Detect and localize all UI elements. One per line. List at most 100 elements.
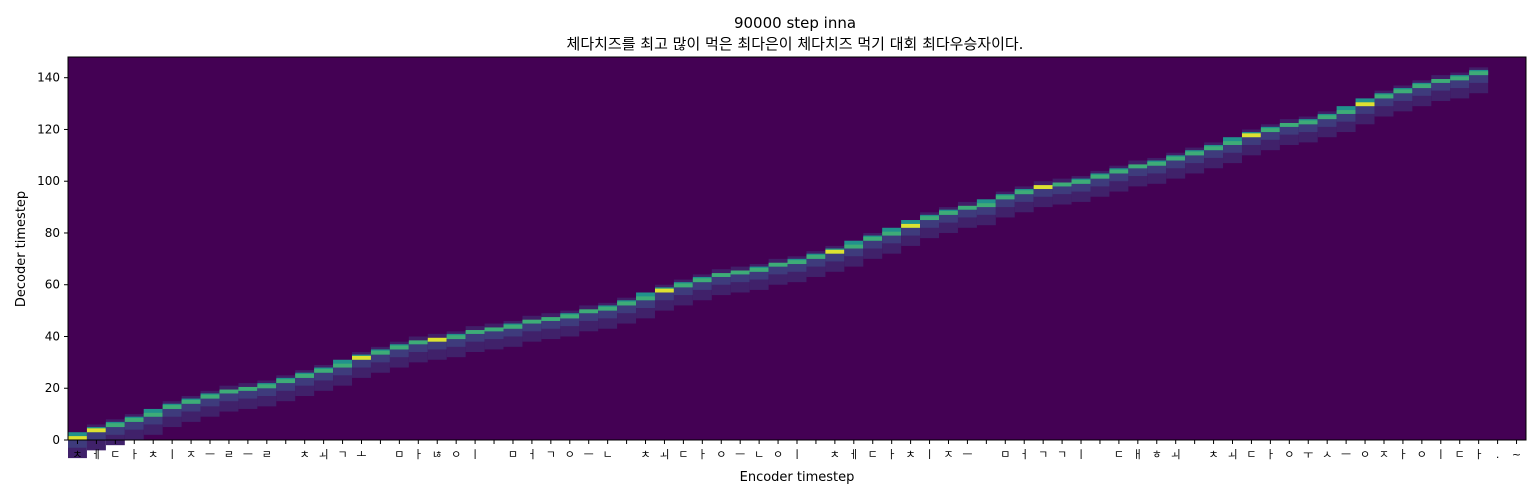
attention-spread-cell [219,393,239,402]
attention-spread-cell [1185,155,1205,164]
attention-peak-cell [200,394,220,399]
y-tick-label: 120 [37,122,60,136]
attention-peak-cell [882,231,902,236]
y-tick-label: 40 [45,329,60,343]
attention-peak-cell [389,345,409,350]
attention-spread-cell [333,367,353,376]
attention-peak-cell [333,363,353,368]
attention-peak-cell [939,210,958,215]
x-tick-label: ㅡ [205,448,215,461]
attention-peak-cell [1223,141,1242,145]
attention-spread-cell [522,323,542,332]
x-tick-label: ㄶ [432,448,442,461]
attention-spread-cell [1279,119,1299,125]
attention-peak-cell [1033,185,1053,189]
x-tick-label: ㅈ [943,448,953,461]
attention-peak-cell [522,319,542,324]
attention-spread-cell [1128,168,1148,177]
attention-spread-cell [484,323,504,329]
attention-spread-cell [1431,75,1451,81]
attention-spread-cell [465,333,485,342]
attention-spread-cell [882,235,902,244]
x-tick-label: ㄴ [603,448,613,461]
attention-spread-cell [995,199,1015,208]
x-tick-label: ㅇ [1417,448,1427,461]
attention-spread-cell [86,432,106,440]
attention-peak-cell [1166,156,1186,161]
attention-peak-cell [1469,71,1489,76]
attention-peak-cell [730,270,750,275]
x-tick-label: ㅊ [148,448,158,461]
x-tick-label: ㅜ [1303,448,1313,461]
attention-spread-cell [768,258,788,265]
attention-spread-cell [1279,126,1299,135]
x-tick-label: ㄱ [1038,448,1048,461]
x-tick-label: ㄴ [754,448,764,461]
x-tick-label: ㄷ [678,448,688,461]
attention-peak-cell [219,389,239,394]
attention-spread-cell [1052,178,1072,184]
attention-peak-cell [920,216,940,221]
attention-spread-cell [560,310,580,316]
attention-spread-cell [1052,186,1072,195]
x-tick-label: ㅣ [167,448,177,461]
x-tick-label: ㅡ [962,448,972,461]
x-tick-label: ㅣ [1076,448,1086,461]
attention-peak-cell [295,374,315,378]
attention-spread-cell [1412,88,1432,96]
attention-spread-cell [1469,75,1489,83]
attention-spread-cell [162,408,182,417]
attention-spread-cell [295,377,315,386]
attention-spread-cell [1014,194,1034,202]
attention-spread-cell [1204,142,1224,148]
attention-peak-cell [1090,174,1110,179]
x-axis-label: Encoder timestep [740,470,855,485]
attention-spread-cell [730,266,750,272]
attention-cell [636,292,655,301]
attention-peak-cell [636,296,655,301]
y-tick-label: 60 [45,278,60,292]
attention-spread-cell [957,209,977,218]
attention-spread-cell [1374,98,1394,107]
attention-spread-cell [124,421,144,430]
attention-spread-cell [1374,90,1394,96]
x-tick-label: ㅚ [659,448,669,461]
attention-spread-cell [352,359,371,368]
x-tick-label: ㅚ [319,448,329,461]
attention-peak-cell [1128,164,1148,169]
attention-peak-cell [598,306,618,311]
attention-spread-cell [200,390,220,397]
attention-peak-cell [617,301,637,306]
attention-peak-cell [1355,102,1375,107]
chart-subtitle: 체다치즈를 최고 많이 먹은 최다은이 체다치즈 먹기 대회 최다우승자이다. [567,35,1024,53]
attention-spread-cell [1033,181,1053,187]
attention-peak-cell [806,254,826,259]
x-tick-label: ~ [1512,448,1521,461]
attention-spread-cell [181,403,201,412]
attention-spread-cell [749,271,769,280]
y-tick-label: 140 [37,71,60,85]
attention-peak-cell [901,223,921,228]
attention-spread-cell [105,419,125,425]
attention-spread-cell [1355,106,1375,114]
attention-peak-cell [1204,146,1224,151]
attention-spread-cell [636,300,655,309]
y-tick-label: 100 [37,174,60,188]
attention-spread-cell [238,390,258,399]
attention-spread-cell [1450,80,1470,89]
x-tick-label: ㅊ [1209,448,1219,461]
attention-peak-cell [352,355,371,360]
y-tick-label: 0 [52,433,60,447]
x-tick-label: ㅣ [792,448,802,461]
x-tick-label: ㅏ [1265,448,1275,461]
x-tick-label: ㅏ [697,448,707,461]
attention-peak-cell [68,436,87,440]
attention-spread-cell [1298,124,1318,133]
x-tick-label: ㅏ [887,448,897,461]
attention-peak-cell [1071,179,1091,184]
x-axis-ticks: ㅊㅔㄷㅏㅊㅣㅈㅡㄹㅡㄹ ㅊㅚㄱㅗ ㅁㅏㄶㅇㅣ ㅁㅓㄱㅇㅡㄴ ㅊㅚㄷㅏㅇㅡㄴㅇㅣ … [72,440,1521,461]
attention-spread-cell [257,388,277,396]
x-tick-label: ㅡ [735,448,745,461]
attention-spread-cell [863,240,883,249]
attention-spread-cell [408,336,428,342]
